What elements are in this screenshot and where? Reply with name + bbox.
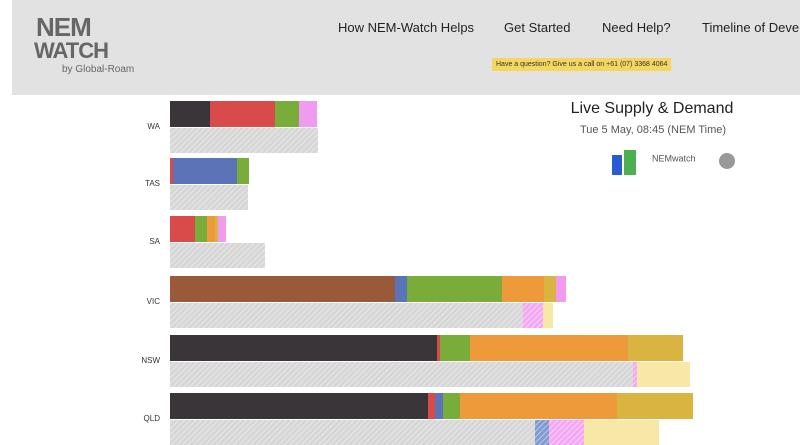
supply-segment: [435, 393, 443, 419]
category-label: WA: [147, 122, 160, 131]
brand-text: NEMwatch: [652, 153, 696, 163]
supply-segment: [207, 216, 215, 242]
nav-link[interactable]: Need Help?: [602, 20, 671, 35]
supply-segment: [173, 158, 237, 184]
header: NEM WATCH by Global-Roam How NEM-Watch H…: [12, 0, 800, 95]
nav-link[interactable]: How NEM-Watch Helps: [338, 20, 475, 35]
supply-segment: [437, 335, 440, 361]
supply-segment: [170, 393, 428, 419]
brand-icon: [624, 150, 636, 175]
supply-segment: [170, 158, 173, 184]
demand-hatch: [170, 420, 535, 445]
supply-segment: [195, 216, 207, 242]
logo-byline: by Global-Roam: [62, 64, 135, 75]
category-label: SA: [149, 237, 160, 246]
supply-segment: [237, 158, 249, 184]
supply-segment: [170, 335, 437, 361]
supply-segment: [470, 335, 628, 361]
supply-segment: [544, 276, 556, 302]
brand-icon: [612, 155, 622, 175]
demand-segment: [543, 303, 553, 328]
supply-segment: [443, 393, 460, 419]
supply-segment: [428, 393, 435, 419]
supply-segment: [440, 335, 470, 361]
category-label: TAS: [145, 179, 160, 188]
demand-hatch: [170, 243, 265, 268]
chart-title: Live Supply & Demand: [571, 100, 734, 117]
supply-segment: [170, 276, 395, 302]
demand-hatch: [170, 128, 318, 153]
supply-segment: [170, 216, 195, 242]
supply-segment: [407, 276, 502, 302]
chart: Live Supply & Demand Tue 5 May, 08:45 (N…: [141, 100, 735, 445]
demand-hatch: [170, 185, 248, 210]
supply-segment: [210, 101, 275, 127]
supply-segment: [460, 393, 617, 419]
supply-segment: [299, 101, 317, 127]
logo-nem: NEM: [36, 12, 92, 42]
supply-segment: [218, 216, 226, 242]
category-label: NSW: [141, 356, 160, 365]
demand-hatch: [549, 420, 584, 445]
supply-segment: [556, 276, 566, 302]
demand-segment: [637, 362, 690, 387]
demand-segment: [584, 420, 659, 445]
demand-hatch: [170, 303, 523, 328]
demand-hatch: [633, 362, 637, 387]
demand-hatch: [535, 420, 549, 445]
supply-segment: [215, 216, 218, 242]
demand-hatch: [523, 303, 543, 328]
supply-segment: [628, 335, 683, 361]
demand-hatch: [170, 362, 633, 387]
supply-segment: [502, 276, 544, 302]
brand-icon: [719, 153, 735, 169]
nav-link[interactable]: Get Started: [504, 20, 571, 35]
supply-segment: [170, 101, 210, 127]
category-label: VIC: [147, 297, 161, 306]
chart-subtitle: Tue 5 May, 08:45 (NEM Time): [580, 124, 726, 136]
logo-watch: WATCH: [34, 38, 109, 63]
nav-link[interactable]: Timeline of Deve: [702, 20, 800, 35]
question-banner[interactable]: Have a question? Give us a call on +61 (…: [492, 58, 672, 71]
supply-segment: [395, 276, 407, 302]
category-label: QLD: [144, 414, 161, 423]
supply-segment: [617, 393, 693, 419]
supply-segment: [275, 101, 299, 127]
